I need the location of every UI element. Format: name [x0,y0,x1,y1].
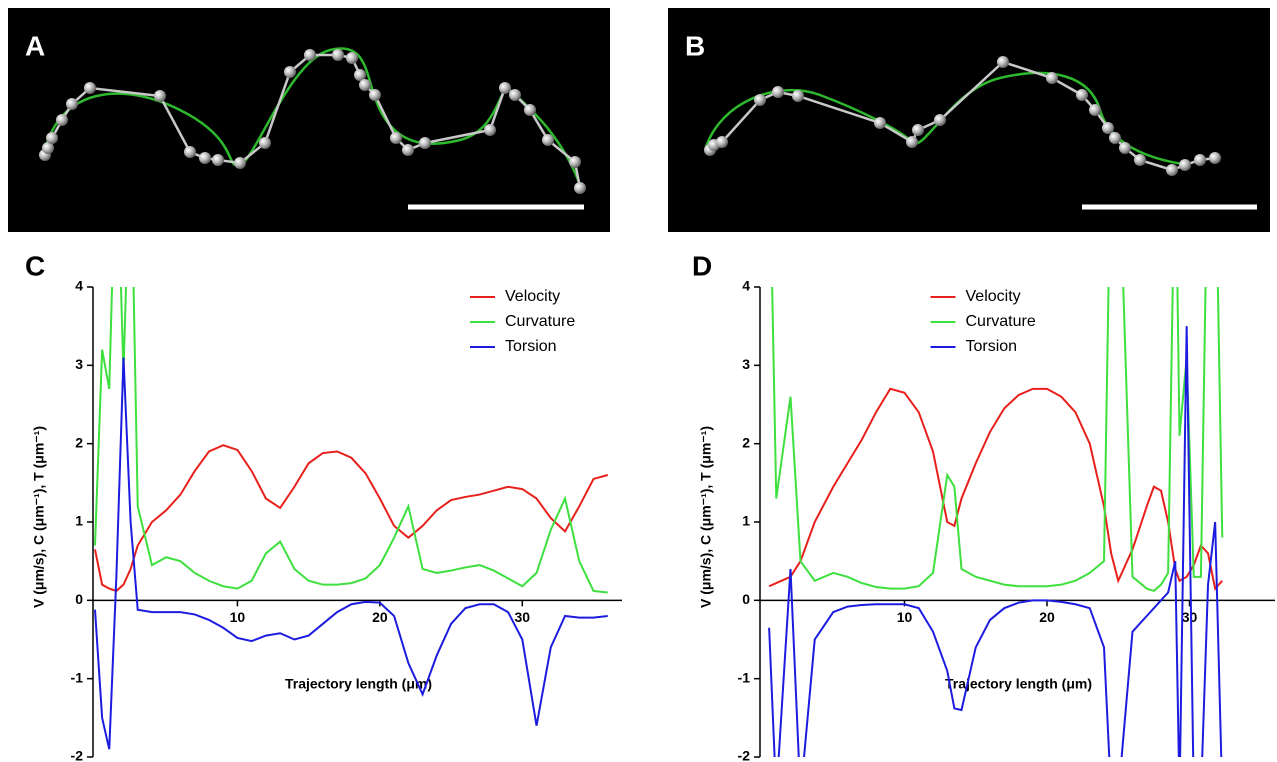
x-axis-label: Trajectory length (μm) [285,676,432,692]
y-tick-label: 4 [742,278,750,294]
y-tick-label: 0 [75,591,83,607]
legend-label: Curvature [966,313,1036,330]
bead [912,124,924,136]
bead [716,136,728,148]
y-axis-label: V (μm/s), C (μm⁻¹), T (μm⁻¹) [698,426,714,608]
x-tick-label: 10 [230,609,246,625]
bead [84,82,96,94]
bead [1102,122,1114,134]
bead [1134,154,1146,166]
series-line [771,287,1224,593]
y-axis-label: V (μm/s), C (μm⁻¹), T (μm⁻¹) [31,426,47,608]
panel-a: A [8,8,610,232]
image-background [8,8,610,232]
bead [304,49,316,61]
chart: C -2 -1 0 1 2 3 4 10 20 30 Trajectory length (μm) V … [25,250,622,762]
bead [212,154,224,166]
bead [346,52,358,64]
y-tick-label: 2 [75,434,83,450]
x-tick-label: 30 [1182,609,1198,625]
bead [46,132,58,144]
trajectory [709,60,1216,172]
bead [184,146,196,158]
bead [259,137,271,149]
bead [354,69,366,81]
bead [66,98,78,110]
panel-b: B [668,8,1270,232]
bead [154,90,166,102]
bead [390,132,402,144]
bead [569,156,581,168]
legend-label: Torsion [505,338,557,355]
legend-label: Curvature [505,313,575,330]
legend-label: Velocity [505,288,560,305]
panel-label: A [25,30,45,61]
x-tick-label: 20 [372,609,388,625]
x-tick-label: 30 [515,609,531,625]
bead [56,114,68,126]
bead [906,136,918,148]
bead [332,49,344,61]
bead [754,94,766,106]
bead [284,66,296,78]
series-line [94,287,608,594]
bead [874,117,886,129]
bead [1179,159,1191,171]
bead [199,152,211,164]
panel-label: C [25,250,45,281]
y-tick-label: -2 [738,748,751,762]
series-line [768,326,1223,757]
bead [359,79,371,91]
y-tick-label: 4 [75,278,83,294]
bead [369,89,381,101]
y-tick-label: 1 [742,513,750,529]
bead [1109,132,1121,144]
y-tick-label: 0 [742,591,750,607]
bead [574,182,586,194]
x-axis-label: Trajectory length (μm) [945,676,1092,692]
legend-label: Velocity [966,288,1021,305]
y-tick-label: -1 [71,669,84,685]
bead [542,134,554,146]
bead [1209,152,1221,164]
y-tick-label: 2 [742,434,750,450]
bead [419,137,431,149]
chart: D -2 -1 0 1 2 3 4 10 20 30 Trajectory length (μm) V … [692,250,1275,762]
series-line [768,387,1224,591]
y-tick-label: -2 [71,748,84,762]
bead [1046,72,1058,84]
series-line [94,444,609,593]
bead [1119,142,1131,154]
x-tick-label: 10 [897,609,913,625]
bead [997,56,1009,68]
y-tick-label: 1 [75,513,83,529]
y-tick-label: 3 [75,356,83,372]
bead [792,90,804,102]
bead [484,124,496,136]
bead [1089,104,1101,116]
panel-label: B [685,30,705,61]
bead [42,142,54,154]
bead [1076,89,1088,101]
bead [234,157,246,169]
image-background [668,8,1270,232]
bead [499,82,511,94]
bead [509,89,521,101]
bead [1166,164,1178,176]
panel-label: D [692,250,712,281]
bead [934,114,946,126]
bead [1194,154,1206,166]
series-line [94,357,608,750]
y-tick-label: 3 [742,356,750,372]
bead [402,144,414,156]
x-tick-label: 20 [1039,609,1055,625]
legend-label: Torsion [966,338,1018,355]
bead [524,104,536,116]
y-tick-label: -1 [738,669,751,685]
bead [772,86,784,98]
